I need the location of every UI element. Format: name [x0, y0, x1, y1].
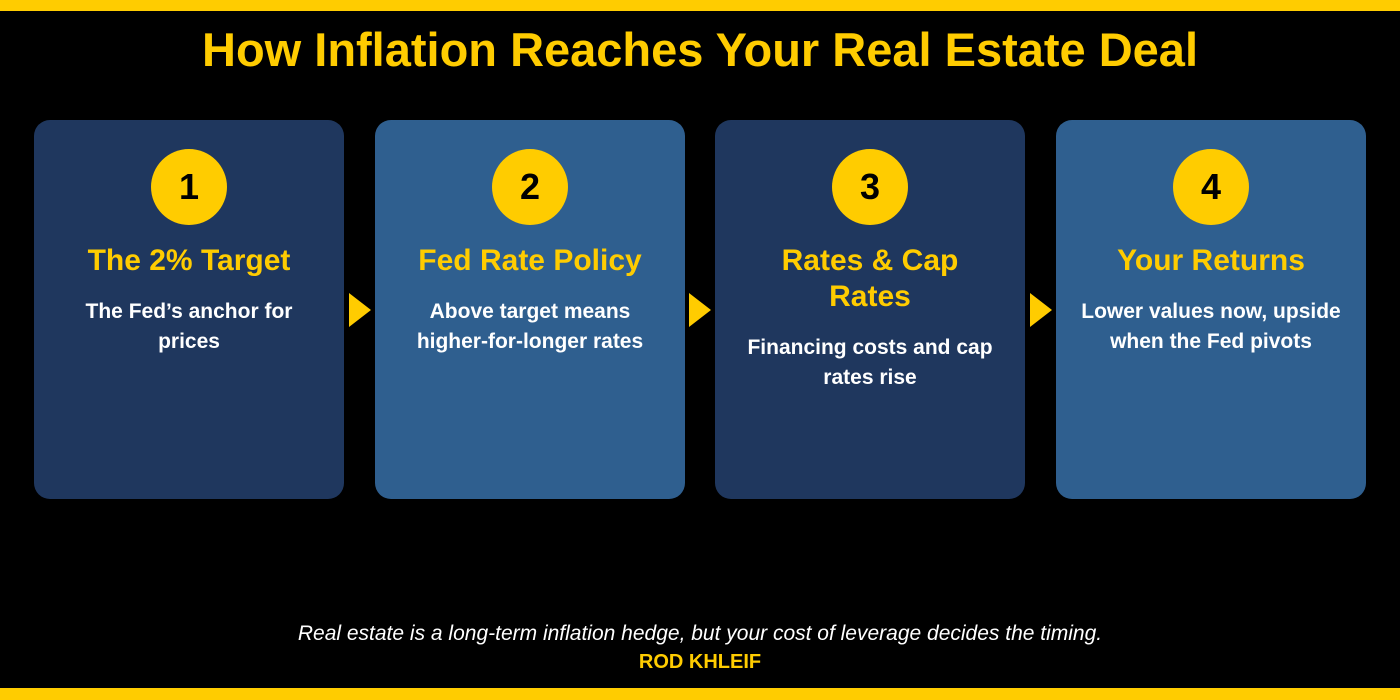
- arrow-right-icon: [349, 293, 371, 327]
- quote-author: ROD KHLEIF: [638, 651, 762, 673]
- bottom-accent-bar: [0, 688, 1400, 700]
- step-description-4: Lower values now, upside when the Fed pi…: [1081, 300, 1341, 353]
- top-accent-bar: [0, 0, 1400, 11]
- footer-quote: Real estate is a long-term inflation hed…: [297, 622, 1103, 645]
- step-card-2: 2 Fed Rate Policy Above target means hig…: [375, 120, 685, 499]
- step-description-3: Financing costs and cap rates rise: [747, 336, 993, 389]
- step-title-4: Your Returns: [1117, 244, 1305, 277]
- step-title-1: The 2% Target: [87, 244, 291, 277]
- step-number-badge-3: 3: [832, 149, 908, 225]
- step-description-2: Above target means higher-for-longer rat…: [416, 300, 644, 353]
- step-number-badge-4: 4: [1173, 149, 1249, 225]
- arrow-right-icon: [689, 293, 711, 327]
- step-card-4: 4 Your Returns Lower values now, upside …: [1056, 120, 1366, 499]
- step-number-badge-2: 2: [492, 149, 568, 225]
- step-title-3: Rates & Cap Rates: [781, 244, 959, 313]
- arrow-right-icon: [1030, 293, 1052, 327]
- step-title-2: Fed Rate Policy: [418, 244, 642, 277]
- page-title: How Inflation Reaches Your Real Estate D…: [202, 23, 1198, 76]
- step-number-badge-1: 1: [151, 149, 227, 225]
- step-description-1: The Fed’s anchor for prices: [85, 300, 293, 353]
- step-card-1: 1 The 2% Target The Fed’s anchor for pri…: [34, 120, 344, 499]
- step-card-3: 3 Rates & Cap Rates Financing costs and …: [715, 120, 1025, 499]
